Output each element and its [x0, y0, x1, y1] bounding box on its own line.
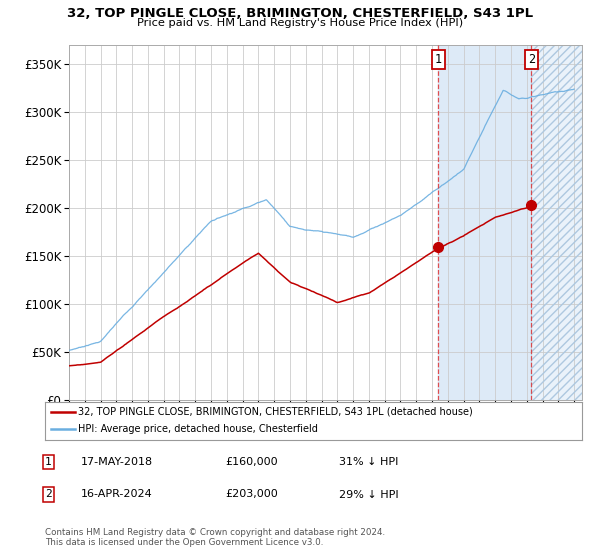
Text: 32, TOP PINGLE CLOSE, BRIMINGTON, CHESTERFIELD, S43 1PL (detached house): 32, TOP PINGLE CLOSE, BRIMINGTON, CHESTE…	[78, 407, 473, 417]
Bar	[532, 45, 582, 400]
Bar	[438, 45, 532, 400]
Text: 32, TOP PINGLE CLOSE, BRIMINGTON, CHESTERFIELD, S43 1PL: 32, TOP PINGLE CLOSE, BRIMINGTON, CHESTE…	[67, 7, 533, 20]
Text: 31% ↓ HPI: 31% ↓ HPI	[339, 457, 398, 467]
Text: 2: 2	[528, 53, 535, 66]
Text: 17-MAY-2018: 17-MAY-2018	[81, 457, 153, 467]
Text: 1: 1	[45, 457, 52, 467]
Text: HPI: Average price, detached house, Chesterfield: HPI: Average price, detached house, Ches…	[78, 424, 318, 435]
Bar	[532, 45, 582, 400]
Text: £203,000: £203,000	[225, 489, 278, 500]
Text: 2: 2	[45, 489, 52, 500]
Text: Price paid vs. HM Land Registry's House Price Index (HPI): Price paid vs. HM Land Registry's House …	[137, 18, 463, 28]
Text: £160,000: £160,000	[225, 457, 278, 467]
Text: Contains HM Land Registry data © Crown copyright and database right 2024.
This d: Contains HM Land Registry data © Crown c…	[45, 528, 385, 547]
Text: 16-APR-2024: 16-APR-2024	[81, 489, 153, 500]
Text: 29% ↓ HPI: 29% ↓ HPI	[339, 489, 398, 500]
Text: 1: 1	[434, 53, 442, 66]
